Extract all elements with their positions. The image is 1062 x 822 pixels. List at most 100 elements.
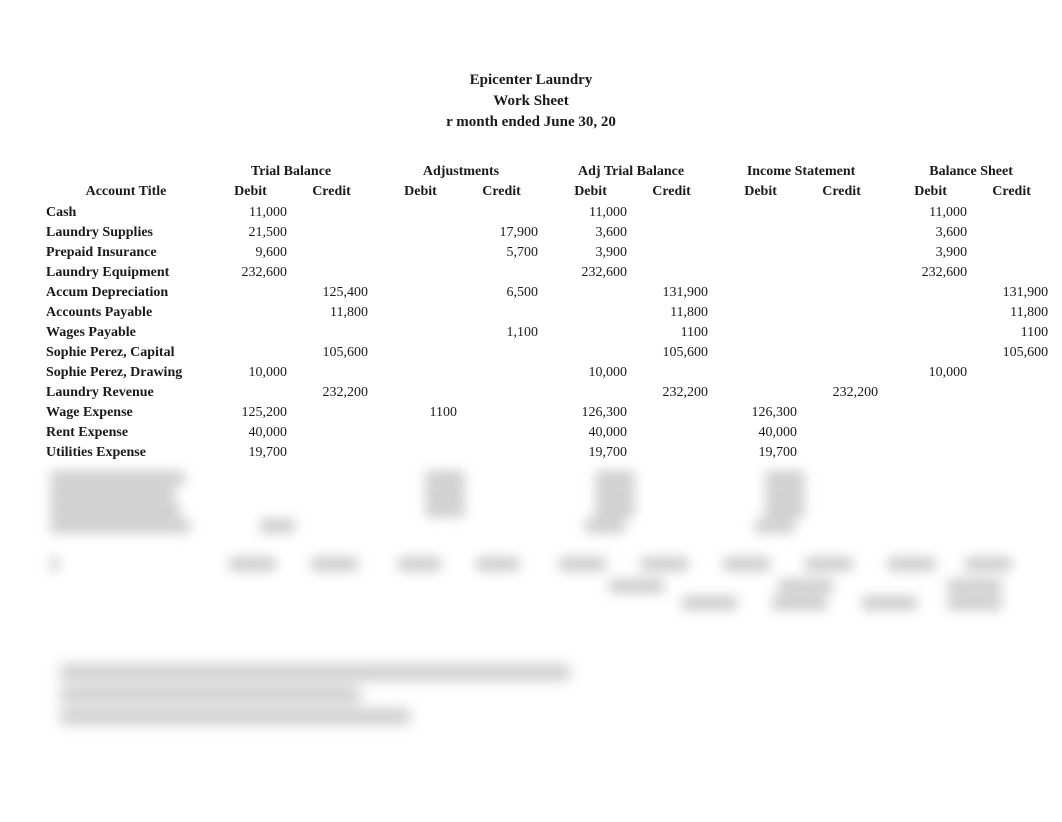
amount-cell: 11,800	[291, 303, 372, 323]
amount-cell	[550, 383, 631, 403]
amount-cell	[971, 203, 1052, 223]
account-title-cell: Accounts Payable	[40, 303, 210, 323]
amount-cell	[291, 203, 372, 223]
amount-cell: 40,000	[720, 423, 801, 443]
amount-cell	[801, 263, 882, 283]
col-account-title: Account Title	[40, 181, 210, 203]
table-row: Laundry Equipment232,600232,600232,600	[40, 263, 1052, 283]
title-block: Epicenter Laundry Work Sheet r month end…	[40, 70, 1022, 133]
amount-cell: 6,500	[461, 283, 542, 303]
amount-cell	[720, 203, 801, 223]
amount-cell	[801, 423, 882, 443]
amount-cell	[461, 423, 542, 443]
worksheet-table: Trial Balance Adjustments Adj Trial Bala…	[40, 161, 1052, 463]
amount-cell	[380, 343, 461, 363]
table-head: Trial Balance Adjustments Adj Trial Bala…	[40, 161, 1052, 203]
amount-cell	[720, 383, 801, 403]
amount-cell: 9,600	[210, 243, 291, 263]
period-line: r month ended June 30, 20	[40, 112, 1022, 133]
amount-cell: 10,000	[550, 363, 631, 383]
amount-cell: 3,600	[550, 223, 631, 243]
amount-cell	[291, 363, 372, 383]
amount-cell	[380, 303, 461, 323]
amount-cell: 21,500	[210, 223, 291, 243]
amount-cell: 232,600	[890, 263, 971, 283]
amount-cell	[461, 203, 542, 223]
amount-cell	[720, 363, 801, 383]
table-row: Laundry Supplies21,50017,9003,6003,600	[40, 223, 1052, 243]
amount-cell	[210, 343, 291, 363]
amount-cell	[720, 243, 801, 263]
table-row: Prepaid Insurance9,6005,7003,9003,900	[40, 243, 1052, 263]
amount-cell	[631, 243, 712, 263]
amount-cell	[720, 303, 801, 323]
amount-cell	[550, 343, 631, 363]
amount-cell	[720, 283, 801, 303]
amount-cell	[291, 403, 372, 423]
amount-cell	[291, 223, 372, 243]
col-is-debit: Debit	[720, 181, 801, 203]
col-bs-credit: Credit	[971, 181, 1052, 203]
amount-cell	[210, 383, 291, 403]
amount-cell: 232,200	[631, 383, 712, 403]
amount-cell	[461, 383, 542, 403]
amount-cell	[631, 363, 712, 383]
table-row: Rent Expense40,00040,00040,000	[40, 423, 1052, 443]
blurred-footer-notes	[40, 665, 1022, 724]
col-atb-debit: Debit	[550, 181, 631, 203]
amount-cell	[890, 383, 971, 403]
amount-cell	[801, 323, 882, 343]
amount-cell	[550, 283, 631, 303]
table-row: Accum Depreciation125,4006,500131,900131…	[40, 283, 1052, 303]
amount-cell: 125,400	[291, 283, 372, 303]
amount-cell	[550, 303, 631, 323]
amount-cell: 19,700	[720, 443, 801, 463]
col-bs-debit: Debit	[890, 181, 971, 203]
blurred-rows-region	[40, 471, 1022, 610]
amount-cell	[801, 343, 882, 363]
amount-cell: 105,600	[291, 343, 372, 363]
worksheet-title: Work Sheet	[40, 91, 1022, 112]
amount-cell: 10,000	[210, 363, 291, 383]
amount-cell: 232,600	[210, 263, 291, 283]
amount-cell	[801, 243, 882, 263]
amount-cell: 11,000	[550, 203, 631, 223]
amount-cell: 3,600	[890, 223, 971, 243]
account-title-cell: Prepaid Insurance	[40, 243, 210, 263]
group-header-row: Trial Balance Adjustments Adj Trial Bala…	[40, 161, 1052, 181]
amount-cell	[461, 363, 542, 383]
account-title-cell: Sophie Perez, Drawing	[40, 363, 210, 383]
amount-cell: 11,000	[210, 203, 291, 223]
account-title-cell: Utilities Expense	[40, 443, 210, 463]
account-title-cell: Accum Depreciation	[40, 283, 210, 303]
amount-cell	[971, 443, 1052, 463]
amount-cell: 125,200	[210, 403, 291, 423]
group-adj-trial-balance: Adj Trial Balance	[550, 161, 712, 181]
amount-cell	[890, 283, 971, 303]
table-row: Utilities Expense19,70019,70019,700	[40, 443, 1052, 463]
amount-cell	[801, 223, 882, 243]
amount-cell	[461, 403, 542, 423]
amount-cell	[801, 363, 882, 383]
amount-cell	[971, 223, 1052, 243]
amount-cell	[380, 423, 461, 443]
account-title-cell: Laundry Equipment	[40, 263, 210, 283]
amount-cell	[631, 203, 712, 223]
amount-cell: 232,200	[801, 383, 882, 403]
account-title-cell: Wage Expense	[40, 403, 210, 423]
amount-cell	[380, 363, 461, 383]
col-adj-debit: Debit	[380, 181, 461, 203]
amount-cell	[461, 263, 542, 283]
amount-cell: 11,800	[631, 303, 712, 323]
amount-cell	[291, 263, 372, 283]
company-name: Epicenter Laundry	[40, 70, 1022, 91]
table-body: Cash11,00011,00011,000Laundry Supplies21…	[40, 203, 1052, 463]
amount-cell	[631, 423, 712, 443]
amount-cell	[631, 223, 712, 243]
col-atb-credit: Credit	[631, 181, 712, 203]
amount-cell: 19,700	[210, 443, 291, 463]
amount-cell	[801, 303, 882, 323]
amount-cell	[380, 443, 461, 463]
amount-cell	[890, 303, 971, 323]
amount-cell	[631, 403, 712, 423]
